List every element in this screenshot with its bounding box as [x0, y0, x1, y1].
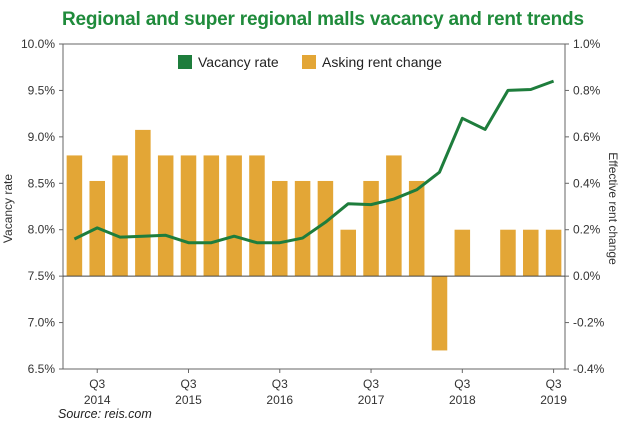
right-tick-label: 0.6% [573, 130, 601, 144]
left-tick-label: 6.5% [28, 362, 56, 376]
x-tick-year: 2019 [540, 393, 567, 407]
rent-change-bar [545, 229, 562, 277]
rent-change-bar [294, 180, 311, 277]
rent-change-bar [386, 155, 402, 277]
left-tick-label: 8.0% [28, 223, 56, 237]
legend-swatch-vacancy [178, 55, 192, 69]
right-tick-label: 0.8% [573, 83, 601, 97]
x-tick-year: 2018 [449, 393, 476, 407]
legend-label-vacancy: Vacancy rate [198, 54, 279, 70]
x-tick-quarter: Q3 [272, 377, 288, 391]
right-tick-label: -0.2% [573, 316, 605, 330]
x-tick-quarter: Q3 [180, 377, 196, 391]
left-tick-label: 9.0% [28, 130, 56, 144]
left-axis-ticks: 10.0% 9.5% 9.0% 8.5% 8.0% 7.5% 7.0% 6.5% [21, 37, 63, 376]
source-note: Source: reis.com [58, 407, 152, 421]
left-tick-label: 9.5% [28, 83, 56, 97]
legend: Vacancy rate Asking rent change [178, 54, 442, 70]
rent-change-bar [249, 155, 265, 277]
right-tick-label: 0.4% [573, 176, 601, 190]
rent-change-bar [226, 155, 242, 277]
left-tick-label: 7.5% [28, 269, 56, 283]
x-tick-quarter: Q3 [454, 377, 470, 391]
left-axis-title: Vacancy rate [1, 174, 15, 243]
rent-change-bar [272, 180, 288, 277]
x-axis-ticks: Q3 2014 Q3 2015 Q3 2016 Q3 2017 Q3 2018 Q3 2019 [84, 369, 567, 407]
rent-change-bar [112, 155, 128, 277]
rent-change-bar [203, 155, 220, 277]
bar-series [66, 129, 562, 351]
rent-change-bar [317, 180, 334, 277]
x-tick-year: 2014 [84, 393, 111, 407]
plot-frame [62, 43, 566, 370]
right-axis-title: Effective rent change [606, 152, 619, 265]
x-tick-quarter: Q3 [363, 377, 379, 391]
rent-change-bar [157, 155, 174, 277]
rent-change-bar [523, 229, 539, 277]
left-tick-label: 10.0% [21, 37, 55, 51]
rent-change-bar [66, 155, 83, 277]
right-tick-label: 0.0% [573, 269, 601, 283]
left-tick-label: 8.5% [28, 176, 56, 190]
right-tick-label: 0.2% [573, 223, 601, 237]
rent-change-bar [431, 276, 448, 351]
rent-change-bar [363, 180, 379, 277]
x-tick-year: 2016 [266, 393, 293, 407]
x-tick-quarter: Q3 [89, 377, 105, 391]
rent-change-bar [340, 229, 356, 277]
legend-label-rent: Asking rent change [322, 54, 442, 70]
x-tick-quarter: Q3 [546, 377, 562, 391]
right-tick-label: -0.4% [573, 362, 605, 376]
rent-change-bar [500, 229, 516, 277]
x-tick-year: 2017 [358, 393, 385, 407]
rent-change-bar [454, 229, 471, 277]
x-tick-year: 2015 [175, 393, 202, 407]
right-axis-ticks: 1.0% 0.8% 0.6% 0.4% 0.2% 0.0% -0.2% -0.4% [565, 37, 605, 376]
rent-change-bar [408, 180, 425, 277]
left-tick-label: 7.0% [28, 316, 56, 330]
vacancy-rate-line [73, 79, 555, 245]
chart-title: Regional and super regional malls vacanc… [62, 9, 584, 30]
rent-change-bar [135, 129, 151, 277]
rent-change-bar [180, 155, 197, 277]
right-tick-label: 1.0% [573, 37, 601, 51]
legend-swatch-rent [302, 55, 316, 69]
